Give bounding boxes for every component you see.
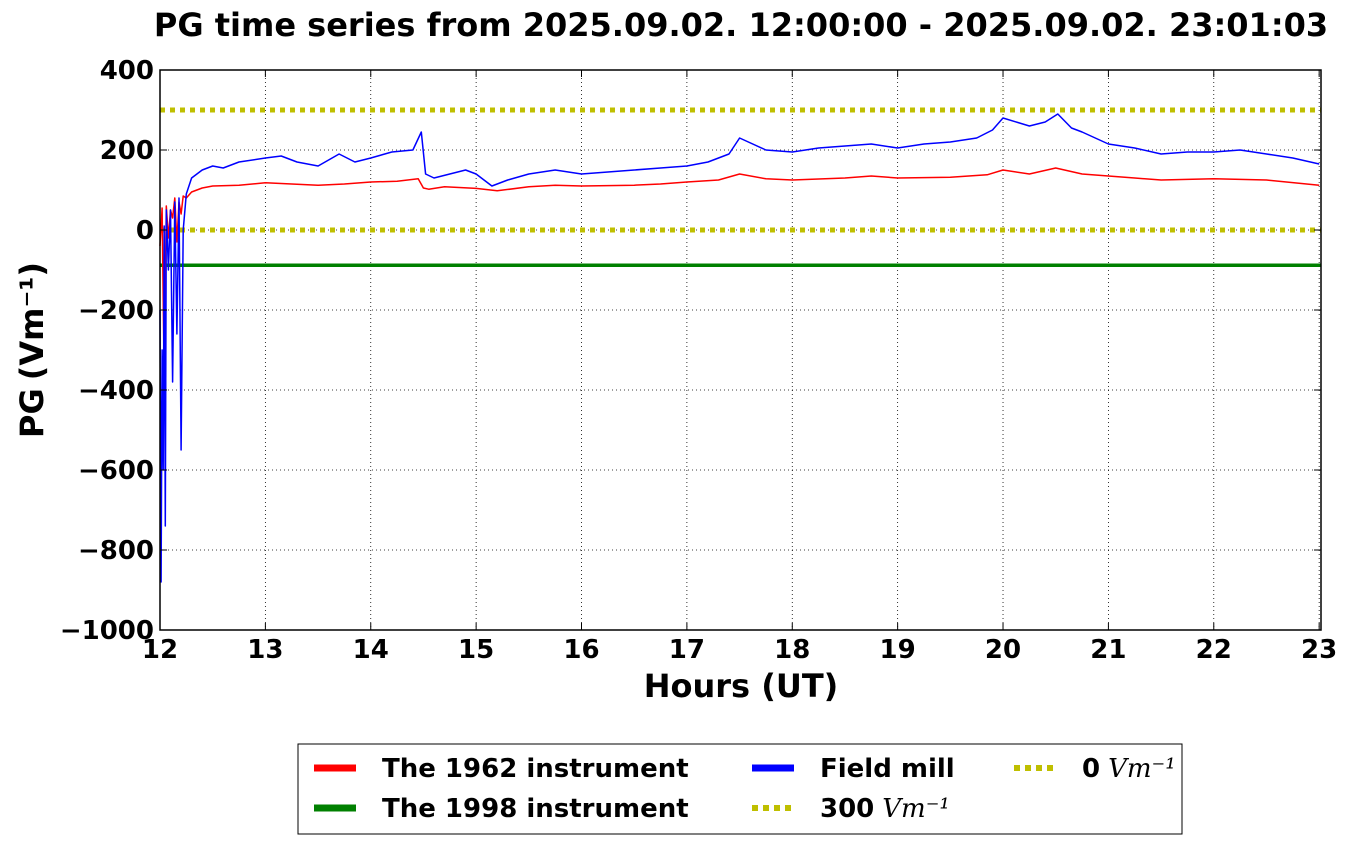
- y-ticks: 400 200 0 −200 −400 −600 −800 −1000: [60, 56, 1321, 646]
- x-tick-label: 19: [880, 635, 916, 665]
- y-tick-label: −200: [78, 296, 154, 326]
- legend-label-unit: Vm⁻¹: [882, 794, 950, 824]
- x-tick-label: 16: [563, 635, 599, 665]
- x-tick-label: 15: [458, 635, 494, 665]
- legend-label: 300 Vm⁻¹: [820, 794, 950, 824]
- y-tick-label: 200: [100, 136, 154, 166]
- legend-label: 0 Vm⁻¹: [1082, 754, 1176, 784]
- legend-label-text: 0: [1082, 754, 1100, 784]
- legend-label-text: The 1962 instrument: [382, 754, 689, 784]
- plot-frame: [159, 69, 1322, 631]
- legend-label: Field mill: [820, 754, 955, 784]
- x-axis-label: Hours (UT): [644, 667, 839, 705]
- series-line-the-1962-instrument: [159, 167, 1320, 383]
- y-tick-label: 0: [136, 216, 154, 246]
- y-tick-label: −800: [78, 536, 154, 566]
- series-layer: [159, 113, 1321, 583]
- x-ticks: 12 13 14 15 16 17 18 19 20 21 22 23: [142, 70, 1337, 665]
- x-tick-label: 13: [247, 635, 283, 665]
- legend-label-text: The 1998 instrument: [382, 794, 689, 824]
- grid-layer: [160, 70, 1321, 630]
- legend-label: The 1962 instrument: [382, 754, 689, 784]
- legend-label: The 1998 instrument: [382, 794, 689, 824]
- legend-label-text: Field mill: [820, 754, 955, 784]
- y-tick-label: −600: [78, 456, 154, 486]
- y-tick-label: −400: [78, 376, 154, 406]
- y-tick-label: −1000: [60, 616, 154, 646]
- x-tick-label: 20: [985, 635, 1021, 665]
- x-tick-label: 22: [1196, 635, 1232, 665]
- x-tick-label: 14: [353, 635, 389, 665]
- x-tick-label: 17: [669, 635, 705, 665]
- legend: The 1962 instrument Field mill 0 Vm⁻¹ The 19…: [297, 743, 1183, 835]
- y-axis-label-unit: (Vm⁻¹): [13, 262, 51, 380]
- x-tick-label: 12: [142, 635, 178, 665]
- y-axis-label: PG (Vm⁻¹): [13, 262, 51, 438]
- y-tick-label: 400: [100, 56, 154, 86]
- x-tick-label: 21: [1090, 635, 1126, 665]
- chart-title: PG time series from 2025.09.02. 12:00:00…: [154, 6, 1328, 44]
- legend-label-text: 300: [820, 794, 874, 824]
- y-axis-label-text: PG: [13, 388, 51, 438]
- x-tick-label: 18: [774, 635, 810, 665]
- legend-box: [297, 743, 1183, 835]
- legend-label-unit: Vm⁻¹: [1108, 754, 1176, 784]
- reference-lines: [160, 107, 1321, 233]
- series-line-field-mill: [159, 113, 1320, 583]
- x-tick-label: 23: [1301, 635, 1337, 665]
